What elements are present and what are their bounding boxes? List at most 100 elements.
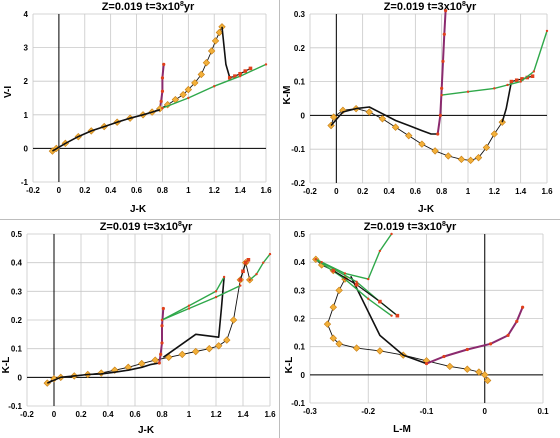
- x-axis-label: J-K: [138, 425, 155, 436]
- red-data-point: [241, 269, 245, 274]
- y-tick-label: 0.3: [294, 286, 306, 295]
- plot-area: -0.3 -0.2 -0.1 0 0.1 -0.1 0 0.1 0.2 0.3 0.4 0.5: [291, 230, 549, 416]
- y-tick-label: 0.5: [11, 230, 23, 239]
- purple-track-data-point: [162, 62, 166, 66]
- orange-data-point: [391, 123, 400, 131]
- green-track-data-point: [264, 63, 268, 66]
- y-tick-label: -0.2: [291, 179, 305, 188]
- purple-track-data-point: [442, 354, 446, 359]
- orange-data-point: [211, 37, 220, 45]
- green-track-data-point: [320, 260, 323, 264]
- orange-data-point: [329, 334, 337, 342]
- plot-area: -0.2 0 0.2 0.4 0.6 0.8 1 1.2 1.4 1.6 -0.2 -0.1 0 0.1 0…: [291, 9, 553, 196]
- green-track-data-point: [268, 252, 272, 256]
- purple-track-data-point: [488, 342, 493, 346]
- x-tick-label: 0: [52, 410, 57, 419]
- orange-data-point: [444, 152, 452, 160]
- purple-track-data-point: [438, 113, 442, 117]
- orange-data-point: [151, 356, 159, 364]
- red-data-point: [331, 268, 336, 273]
- red-data-point: [354, 282, 359, 287]
- x-axis-label: L-M: [393, 424, 411, 435]
- y-tick-label: 0: [24, 144, 29, 153]
- red-data-point: [233, 74, 237, 78]
- orange-data-point: [466, 156, 475, 165]
- x-tick-label: 1: [187, 410, 192, 419]
- orange-data-point: [138, 359, 146, 368]
- x-tick-label: 0.8: [436, 187, 448, 196]
- red-data-point: [248, 66, 253, 71]
- purple-track-data-point: [424, 361, 429, 366]
- orange-data-point: [463, 365, 471, 373]
- purple-track-data-point: [160, 76, 165, 80]
- chart-kl-jk-svg: Z=0.019 t=3x108yr -0.2 0 0.2 0.4 0.6 0.8 1 1.2 1…: [1, 221, 276, 436]
- panel-km-jk: Z=0.019 t=3x108yr -0.2 0 0.2 0.4 0.6 0.8 1 1.2 1…: [280, 0, 560, 224]
- chart-title: Z=0.019 t=3x108yr: [364, 221, 457, 233]
- orange-data-point: [229, 316, 238, 324]
- x-tick-label: -0.2: [26, 186, 40, 195]
- purple-track-data-point: [160, 341, 164, 345]
- series-orange-line: [52, 26, 223, 152]
- red-data-point: [530, 74, 535, 78]
- x-tick-label: 1.4: [235, 186, 247, 195]
- orange-data-point: [405, 132, 413, 140]
- y-tick-label: 3: [24, 44, 29, 53]
- green-track-data-point: [466, 90, 470, 93]
- chart-title: Z=0.019 t=3x108yr: [100, 221, 193, 233]
- green-track-data-point: [187, 304, 191, 307]
- y-tick-label: -0.1: [8, 402, 22, 411]
- red-data-point: [525, 75, 530, 80]
- x-tick-label: -0.3: [303, 407, 317, 416]
- purple-track-data-point: [444, 9, 448, 13]
- orange-data-point: [179, 90, 187, 99]
- purple-track-data-point: [515, 319, 519, 323]
- x-tick-label: 1.6: [264, 410, 276, 419]
- red-data-point: [514, 78, 519, 83]
- orange-data-point: [329, 303, 337, 311]
- green-track-data-point: [213, 85, 216, 88]
- y-tick-label: 0: [301, 111, 306, 120]
- purple-track-data-point: [442, 32, 446, 36]
- green-track-data-point: [343, 272, 347, 275]
- x-tick-label: 0.4: [383, 187, 395, 196]
- x-tick-label: 0.1: [537, 407, 549, 416]
- orange-data-point: [378, 115, 387, 123]
- x-tick-label: 0: [57, 186, 62, 195]
- x-tick-label: -0.2: [361, 407, 375, 416]
- orange-data-point: [365, 108, 373, 116]
- series-green-line: [161, 284, 241, 321]
- orange-data-point: [205, 344, 213, 353]
- x-tick-label: 0: [334, 187, 339, 196]
- orange-data-point: [178, 350, 186, 359]
- green-track-data-point: [390, 232, 393, 236]
- green-track-data-point: [160, 318, 164, 322]
- y-tick-label: 1: [24, 111, 29, 120]
- series-green-line: [249, 253, 271, 281]
- x-tick-label: 0.6: [131, 186, 143, 195]
- orange-data-point: [184, 85, 193, 94]
- green-track-data-point: [238, 74, 242, 78]
- x-tick-label: 1.6: [260, 186, 272, 195]
- purple-track-data-point: [160, 89, 165, 93]
- green-track-data-point: [239, 284, 242, 287]
- purple-track-data-point: [506, 333, 510, 337]
- x-tick-label: 0.2: [357, 187, 369, 196]
- y-tick-label: 0.1: [294, 78, 306, 87]
- y-tick-label: 0.1: [11, 345, 23, 354]
- y-tick-label: 0.4: [11, 259, 23, 268]
- y-tick-label: 0.1: [294, 343, 306, 352]
- y-tick-label: -1: [21, 178, 29, 187]
- series-black-line: [350, 275, 427, 365]
- purple-track-data-point: [441, 59, 445, 63]
- y-tick-label: 4: [24, 10, 29, 19]
- y-tick-label: 0: [18, 373, 23, 382]
- series-black-line: [501, 81, 513, 123]
- orange-data-point: [124, 363, 132, 371]
- x-tick-label: 0: [483, 407, 488, 416]
- orange-data-point: [446, 362, 454, 371]
- plot-area: -0.2 0 0.2 0.4 0.6 0.8 1 1.2 1.4 1.6 -0.1 0 0.1 0.2 0.…: [8, 230, 276, 419]
- series-red-line: [332, 270, 398, 317]
- orange-data-point: [475, 368, 483, 376]
- red-data-point: [243, 260, 248, 265]
- y-tick-label: -0.1: [291, 145, 305, 154]
